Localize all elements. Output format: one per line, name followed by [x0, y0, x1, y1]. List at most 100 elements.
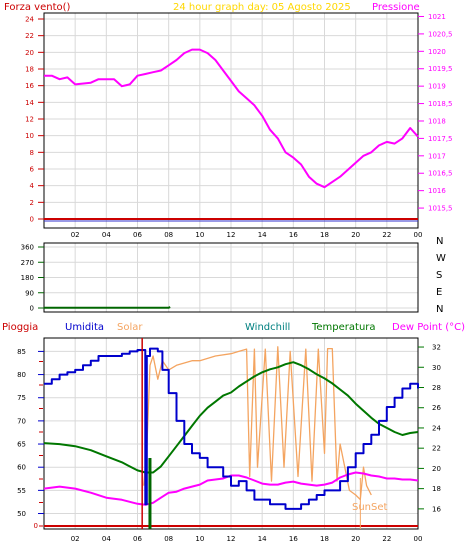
temperature-tick-label: 26 — [432, 404, 441, 412]
x-tick-label: 04 — [102, 231, 111, 239]
right-tick-label: 1020,5 — [428, 30, 453, 38]
temperature-tick-label: 18 — [432, 485, 441, 493]
x-tick-label: 16 — [289, 535, 298, 543]
x-tick-label: 10 — [195, 231, 204, 239]
x-tick-label: 14 — [258, 535, 267, 543]
wind-force-axis-label: Forza vento() — [4, 2, 71, 13]
x-tick-label: 08 — [164, 231, 173, 239]
left-tick-label: 14 — [25, 99, 34, 107]
left-tick-label: 16 — [25, 82, 34, 90]
compass-label: W — [436, 253, 446, 264]
right-tick-label: 1020 — [428, 48, 446, 56]
x-tick-label: 16 — [289, 231, 298, 239]
panel3-right-ticks: 16 18 20 22 24 26 28 30 32 — [418, 344, 441, 513]
x-tick-label: 06 — [133, 231, 142, 239]
direction-degree-label: 270 — [21, 259, 34, 267]
right-tick-label: 1017,5 — [428, 135, 453, 143]
temperature-tick-label: 20 — [432, 465, 441, 473]
panel2-series — [44, 306, 171, 309]
panel1-x-ticks: 02 04 06 08 10 12 14 16 18 20 22 00 — [71, 231, 423, 239]
humidity-tick-label: 70 — [17, 417, 26, 425]
panel3-frame — [43, 337, 419, 530]
pressure-axis-label: Pressione — [372, 2, 420, 13]
x-tick-label: 18 — [320, 231, 329, 239]
left-tick-label: 12 — [25, 116, 34, 124]
dew-point-label: Dew Point (°C) — [392, 322, 465, 333]
chart-title: 24 hour graph day: 05 Agosto 2025 — [173, 2, 351, 13]
compass-label: S — [436, 270, 442, 281]
x-tick-label: 06 — [133, 535, 142, 543]
panel3-grid — [44, 338, 419, 529]
panel3-series — [43, 338, 419, 529]
x-tick-label: 02 — [71, 535, 80, 543]
solar-line — [143, 346, 372, 501]
direction-degree-label: 0 — [30, 305, 34, 313]
right-tick-label: 1018 — [428, 117, 446, 125]
left-tick-label: 10 — [25, 132, 34, 140]
x-tick-label: 12 — [227, 535, 236, 543]
panel1-right-ticks: 1015,5 1016 1016,5 1017 1017,5 1018 1018,5 1019… — [418, 13, 453, 213]
panel1-grid — [44, 13, 419, 228]
x-tick-label: 18 — [320, 535, 329, 543]
x-tick-label: 14 — [258, 231, 267, 239]
right-tick-label: 1016 — [428, 187, 446, 195]
left-tick-label: 18 — [25, 66, 34, 74]
wind-direction-line — [44, 306, 171, 309]
humidity-tick-label: 75 — [17, 394, 26, 402]
left-tick-label: 24 — [25, 16, 34, 24]
direction-degree-label: 90 — [25, 289, 34, 297]
x-tick-label: 04 — [102, 535, 111, 543]
x-tick-label: 12 — [227, 231, 236, 239]
x-tick-label: 02 — [71, 231, 80, 239]
temperatura-label: Temperatura — [311, 322, 376, 333]
right-tick-label: 1015,5 — [428, 205, 453, 213]
left-tick-label: 22 — [25, 32, 34, 40]
compass-label: N — [436, 304, 443, 315]
sunset-label: SunSet — [352, 502, 388, 513]
x-tick-label: 00 — [414, 231, 423, 239]
panel3-x-ticks: 02 04 06 08 10 12 14 16 18 20 22 00 — [71, 535, 423, 543]
left-tick-label: 4 — [30, 182, 35, 190]
panel2-left-ticks: 0 90 180 270 360 — [21, 244, 44, 313]
humidity-tick-label: 55 — [17, 487, 26, 495]
x-tick-label: 08 — [164, 535, 173, 543]
umidita-label: Umidita — [65, 322, 104, 333]
direction-degree-label: 360 — [21, 244, 34, 252]
right-tick-label: 1019,5 — [428, 65, 453, 73]
solar-label: Solar — [117, 322, 143, 333]
direction-degree-label: 180 — [21, 274, 34, 282]
x-tick-label: 00 — [414, 535, 423, 543]
left-tick-label: 6 — [30, 166, 35, 174]
compass-label: N — [436, 236, 443, 247]
windchill-label: Windchill — [245, 322, 290, 333]
rain-zero-label: 0 — [34, 522, 38, 530]
humidity-line — [44, 347, 419, 510]
humidity-tick-label: 85 — [17, 348, 26, 356]
temperature-tick-label: 22 — [432, 445, 441, 453]
humidity-tick-label: 65 — [17, 441, 26, 449]
humidity-tick-label: 50 — [17, 510, 26, 518]
x-tick-label: 22 — [382, 535, 391, 543]
humidity-tick-label: 60 — [17, 464, 26, 472]
temperature-tick-label: 24 — [432, 424, 441, 432]
right-tick-label: 1019 — [428, 83, 446, 91]
compass-label: E — [436, 287, 442, 298]
left-tick-label: 0 — [30, 216, 34, 224]
right-tick-label: 1017 — [428, 152, 446, 160]
x-tick-label: 20 — [351, 231, 360, 239]
left-tick-label: 8 — [30, 149, 34, 157]
right-tick-label: 1018,5 — [428, 100, 453, 108]
left-tick-label: 20 — [25, 49, 34, 57]
left-tick-label: 2 — [30, 199, 34, 207]
right-tick-label: 1016,5 — [428, 170, 453, 178]
panel2-grid — [44, 243, 419, 312]
x-tick-label: 10 — [195, 535, 204, 543]
temperature-tick-label: 32 — [432, 344, 441, 352]
panel1-series — [44, 48, 419, 222]
panel3-left-ticks: 50 55 60 65 70 75 80 85 0 — [17, 348, 44, 530]
right-tick-label: 1021 — [428, 13, 446, 21]
pioggia-label: Pioggia — [2, 322, 38, 333]
